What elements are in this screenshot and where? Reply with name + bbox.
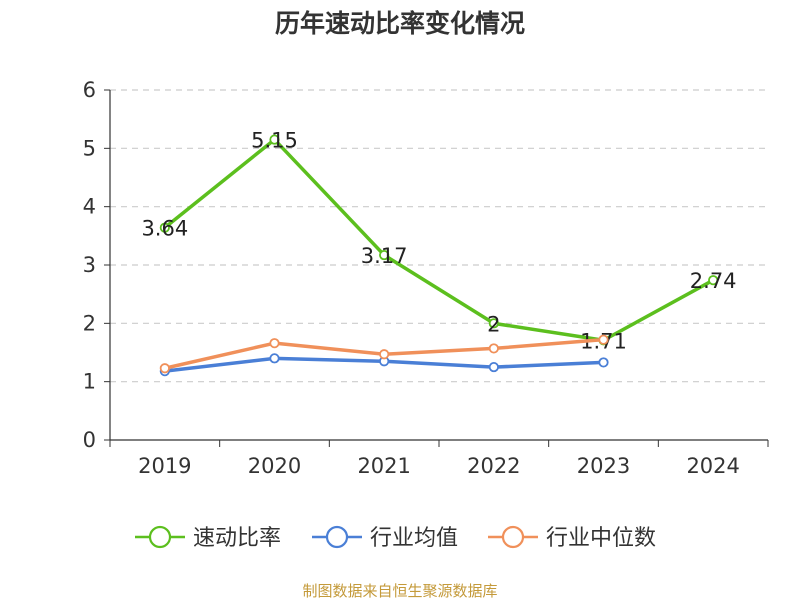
x-tick-label: 2022 <box>467 454 520 478</box>
data-point[interactable] <box>598 334 609 345</box>
legend-marker[interactable] <box>325 525 349 549</box>
chart-title: 历年速动比率变化情况 <box>274 9 525 38</box>
legend-label: 行业中位数 <box>546 526 656 551</box>
y-tick-label: 2 <box>83 311 96 335</box>
data-point[interactable] <box>269 338 280 349</box>
legend-label: 行业均值 <box>370 526 458 551</box>
y-tick-label: 5 <box>83 136 96 160</box>
data-point[interactable] <box>379 349 390 360</box>
legend-marker[interactable] <box>501 525 525 549</box>
y-tick-label: 4 <box>83 195 96 219</box>
data-point[interactable] <box>159 222 170 233</box>
data-point[interactable] <box>159 363 170 374</box>
data-label: 3.64 <box>141 217 188 241</box>
x-tick-label: 2020 <box>248 454 301 478</box>
legend-label: 速动比率 <box>193 526 281 551</box>
x-tick-label: 2021 <box>357 454 410 478</box>
data-point[interactable] <box>269 134 280 145</box>
data-point[interactable] <box>488 343 499 354</box>
data-point[interactable] <box>488 318 499 329</box>
series-line-1 <box>163 137 715 342</box>
source-note: 制图数据来自恒生聚源数据库 <box>302 582 498 600</box>
data-point[interactable] <box>379 249 390 261</box>
data-point[interactable] <box>488 361 499 373</box>
data-label: 2 <box>487 312 500 336</box>
data-point[interactable] <box>708 275 719 286</box>
data-label: 2.74 <box>690 269 737 293</box>
x-tick-label: 2019 <box>138 454 191 478</box>
legend-marker[interactable] <box>148 525 172 549</box>
y-tick-label: 0 <box>83 428 96 452</box>
data-label: 5.15 <box>251 129 298 153</box>
y-tick-label: 6 <box>83 78 96 102</box>
data-label: 3.17 <box>361 244 408 268</box>
y-tick-label: 3 <box>83 253 96 277</box>
data-point[interactable] <box>269 353 280 364</box>
data-point[interactable] <box>598 357 609 368</box>
x-tick-label: 2023 <box>577 454 630 478</box>
y-tick-label: 1 <box>83 370 96 394</box>
x-tick-label: 2024 <box>686 454 739 478</box>
